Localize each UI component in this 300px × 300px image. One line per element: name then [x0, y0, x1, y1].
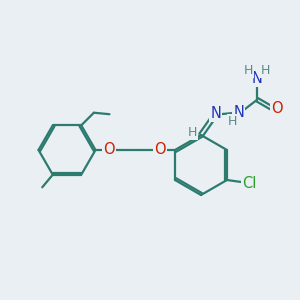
Text: H: H	[261, 64, 270, 77]
Text: N: N	[210, 106, 221, 121]
Text: O: O	[271, 101, 283, 116]
Text: Cl: Cl	[242, 176, 256, 191]
Text: H: H	[188, 125, 197, 139]
Text: N: N	[252, 71, 262, 86]
Text: H: H	[228, 115, 237, 128]
Text: O: O	[154, 142, 166, 158]
Text: H: H	[244, 64, 254, 77]
Text: N: N	[233, 105, 244, 120]
Text: O: O	[103, 142, 115, 158]
